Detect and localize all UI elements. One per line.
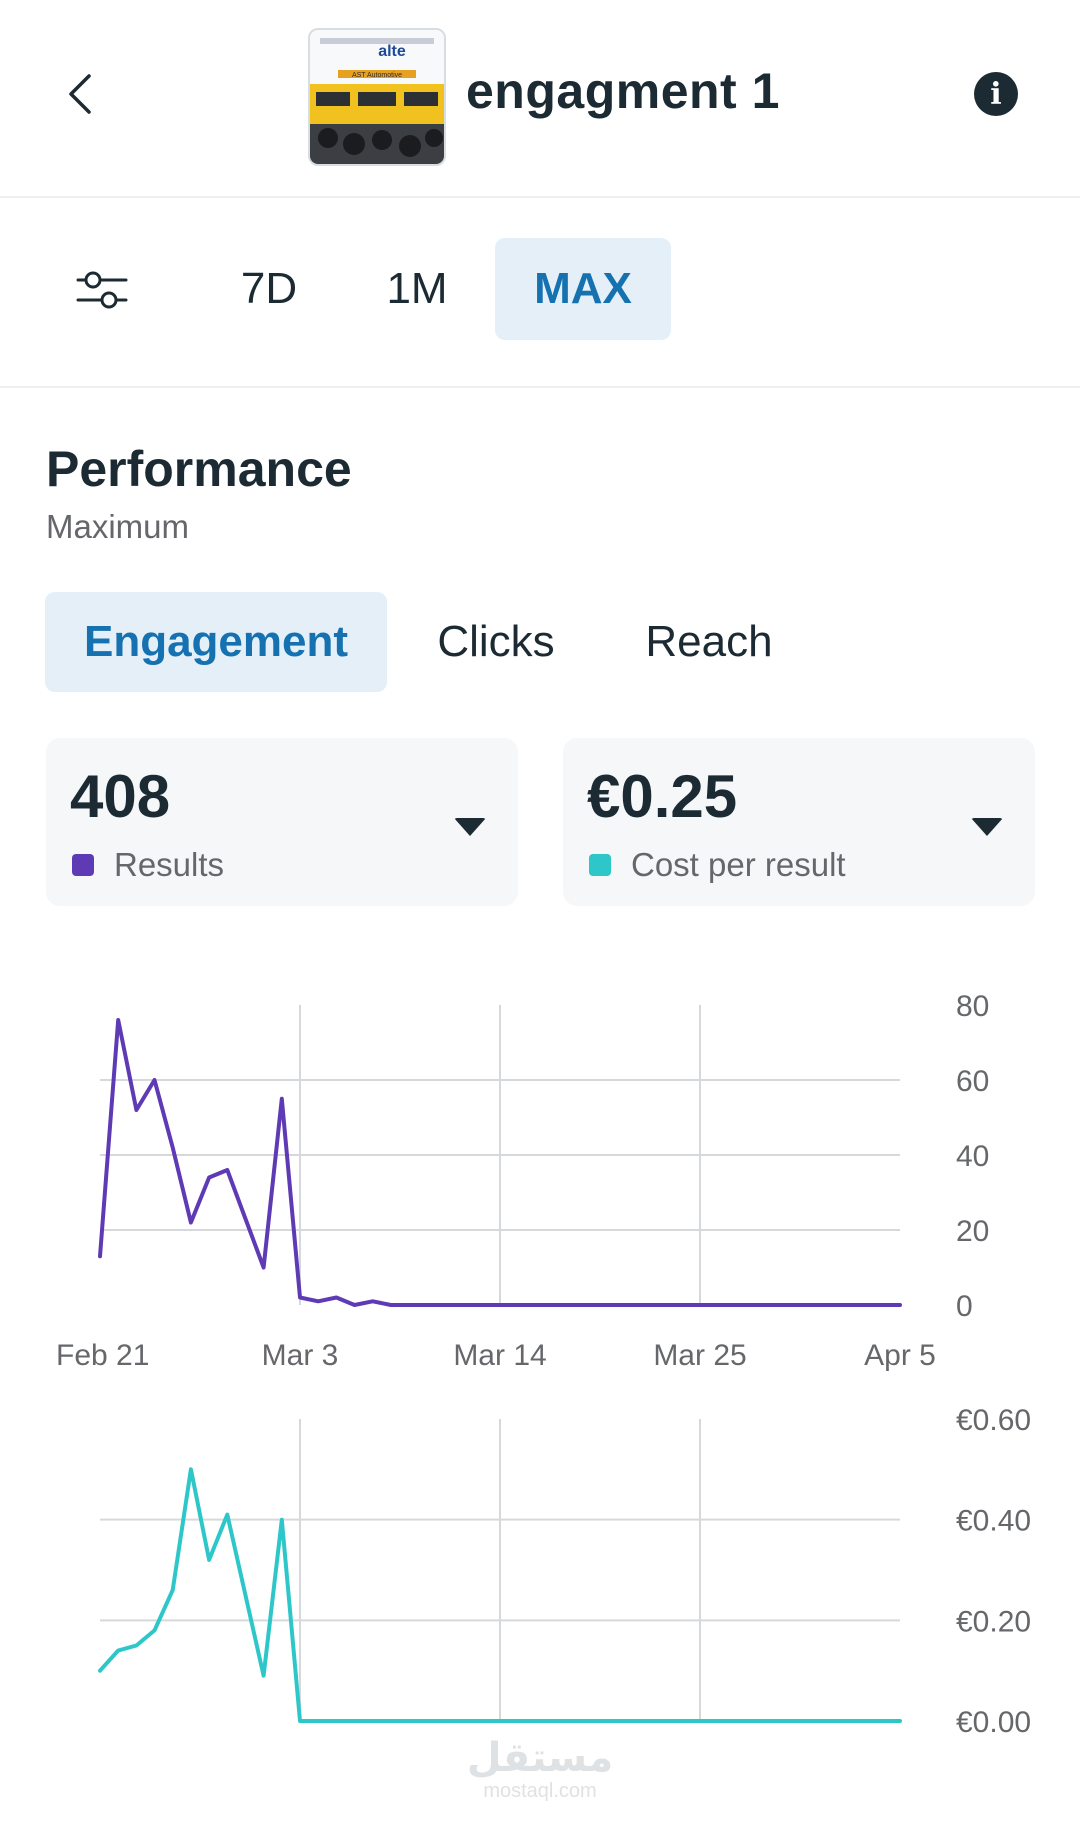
- sliders-icon: [76, 271, 128, 309]
- performance-charts: 80 60 40 20 0 Feb 21 Mar 3 Mar 14 Mar 25 Apr 5 €0.…: [56, 990, 1031, 1739]
- tab-engagement[interactable]: Engagement: [45, 592, 387, 692]
- results-legend-swatch: [72, 854, 94, 876]
- cost-per-result-value: €0.25: [587, 763, 738, 830]
- back-button[interactable]: [56, 64, 104, 124]
- cost-per-result-label: Cost per result: [631, 846, 846, 883]
- range-max-button[interactable]: MAX: [495, 238, 671, 340]
- tab-reach[interactable]: Reach: [645, 617, 773, 666]
- y-tick-label: 80: [956, 990, 989, 1023]
- range-1m-button[interactable]: 1M: [386, 264, 448, 313]
- y-tick-label: €0.00: [956, 1706, 1031, 1739]
- page-title: engagment 1: [466, 63, 780, 119]
- watermark: مستقل mostaql.com: [0, 1736, 1080, 1802]
- chevron-left-icon: [69, 74, 91, 114]
- y-tick-label: 60: [956, 1065, 989, 1098]
- y-tick-label: €0.60: [956, 1404, 1031, 1437]
- ad-thumbnail-image: alte AST Automotive: [310, 30, 444, 164]
- caret-down-icon[interactable]: [971, 818, 1003, 836]
- y-tick-label: 40: [956, 1140, 989, 1173]
- section-subtitle: Maximum: [46, 508, 190, 545]
- cost-series-line: [98, 1467, 902, 1723]
- filter-button[interactable]: [76, 268, 128, 312]
- caret-down-icon[interactable]: [454, 818, 486, 836]
- y-tick-label: €0.40: [956, 1505, 1031, 1538]
- ad-thumbnail: alte AST Automotive: [308, 28, 446, 166]
- x-tick-label: Apr 5: [864, 1339, 936, 1372]
- results-series-line: [98, 1018, 902, 1307]
- thumbnail-brand-text: alte: [378, 43, 406, 60]
- x-tick-label: Mar 25: [653, 1339, 746, 1372]
- tab-clicks[interactable]: Clicks: [437, 617, 555, 666]
- watermark-url: mostaql.com: [483, 1780, 597, 1802]
- date-range-bar: [0, 198, 1080, 388]
- x-tick-label: Mar 14: [453, 1339, 546, 1372]
- y-tick-label: 20: [956, 1215, 989, 1248]
- watermark-logo: مستقل: [466, 1735, 614, 1781]
- section-title: Performance: [46, 441, 352, 497]
- info-icon-button[interactable]: i: [974, 72, 1018, 116]
- results-value: 408: [70, 763, 171, 830]
- x-tick-label: Feb 21: [56, 1339, 149, 1372]
- results-metric-card[interactable]: 408 Results: [46, 738, 518, 906]
- header-bar: alte AST Automotive engagment 1 i: [0, 0, 1080, 198]
- cost-legend-swatch: [589, 854, 611, 876]
- y-tick-label: €0.20: [956, 1605, 1031, 1638]
- results-label: Results: [114, 846, 225, 883]
- thumbnail-subtext: AST Automotive: [352, 72, 402, 79]
- cost-per-result-metric-card[interactable]: €0.25 Cost per result: [563, 738, 1035, 906]
- info-icon: i: [990, 76, 1002, 112]
- range-7d-button[interactable]: 7D: [240, 264, 298, 313]
- x-tick-label: Mar 3: [262, 1339, 339, 1372]
- y-tick-label: 0: [956, 1290, 973, 1323]
